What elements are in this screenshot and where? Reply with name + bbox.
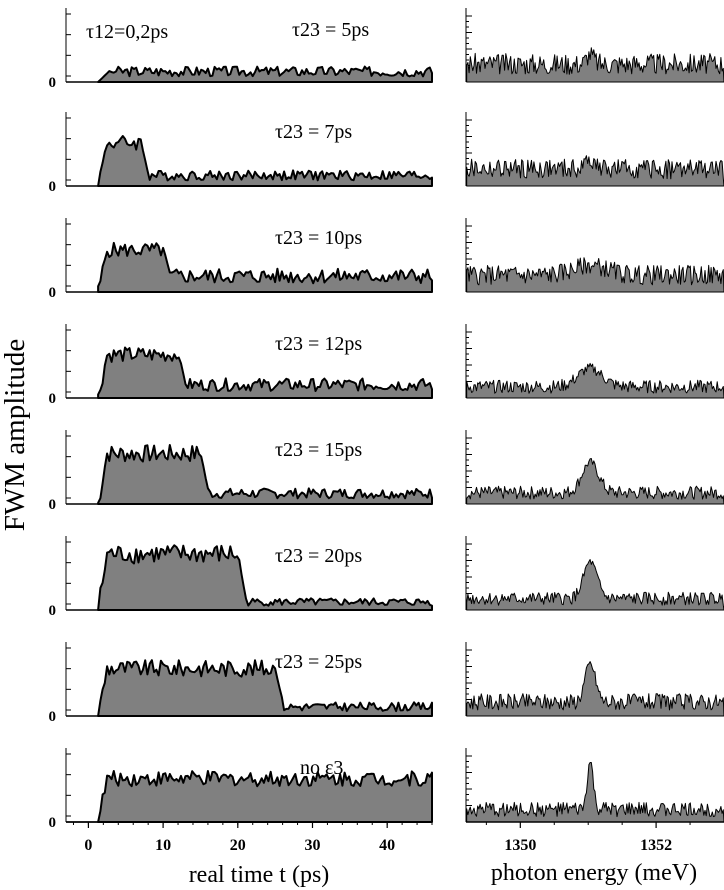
x-axes-group: 0 10 20 30 40 1350 1352 xyxy=(66,821,724,854)
spectrum-trace xyxy=(466,362,724,399)
panel-row-6: 0 τ23 = 20ps xyxy=(49,536,724,619)
time-trace xyxy=(97,135,433,187)
spectrum-trace xyxy=(466,762,724,823)
panel-row-3: 0 τ23 = 10ps xyxy=(49,218,724,301)
panel-row-2: 0 τ23 = 7ps xyxy=(49,112,724,195)
panel-label: τ23 = 7ps xyxy=(275,121,352,143)
time-trace xyxy=(97,65,433,83)
zero-label: 0 xyxy=(49,709,57,725)
zero-label: 0 xyxy=(49,391,57,407)
left-x-tick-label: 40 xyxy=(379,837,395,854)
spectrum-trace xyxy=(466,559,724,611)
left-x-axis-label: real time t (ps) xyxy=(189,862,330,888)
panel-label: τ23 = 15ps xyxy=(275,439,362,461)
zero-label: 0 xyxy=(49,179,57,195)
time-trace xyxy=(97,770,433,823)
time-trace xyxy=(97,346,433,399)
header-label: τ12=0,2ps xyxy=(86,21,168,43)
right-x-tick-label: 1350 xyxy=(504,837,536,854)
zero-label: 0 xyxy=(49,75,57,91)
right-x-axis-label: photon energy (meV) xyxy=(491,860,697,886)
spectrum-trace xyxy=(466,661,724,717)
spectrum-trace xyxy=(466,47,724,83)
panel-label: τ23 = 5ps xyxy=(292,19,369,41)
panel-label: τ23 = 10ps xyxy=(275,227,362,249)
spectrum-trace xyxy=(466,155,724,187)
time-trace xyxy=(97,544,433,611)
panel-row-7: 0 τ23 = 25ps xyxy=(49,642,724,725)
time-trace xyxy=(97,659,433,717)
panel-row-5: 0 τ23 = 15ps xyxy=(49,430,724,513)
right-x-tick-label: 1352 xyxy=(640,837,672,854)
panel-row-1: 0 τ23 = 5ps xyxy=(49,8,724,91)
panel-label: τ23 = 20ps xyxy=(275,545,362,567)
zero-label: 0 xyxy=(49,497,57,513)
left-x-tick-label: 30 xyxy=(304,837,320,854)
panel-label: τ23 = 25ps xyxy=(275,651,362,673)
panel-label: no ε3 xyxy=(300,757,343,779)
y-axis-label: FWM amplitude xyxy=(0,339,31,532)
time-trace xyxy=(97,241,433,293)
panel-row-8: 0 no ε3 xyxy=(49,748,724,831)
panels-group: 0 τ23 = 5ps 0 τ23 = 7ps 0 τ23 = 10ps 0 τ23 = 12… xyxy=(49,8,724,831)
spectrum-trace xyxy=(466,257,724,293)
zero-label: 0 xyxy=(49,603,57,619)
left-x-tick-label: 10 xyxy=(155,837,171,854)
zero-label: 0 xyxy=(49,815,57,831)
panel-label: τ23 = 12ps xyxy=(275,333,362,355)
spectrum-trace xyxy=(466,458,724,505)
left-x-tick-label: 20 xyxy=(230,837,246,854)
panel-row-4: 0 τ23 = 12ps xyxy=(49,324,724,407)
zero-label: 0 xyxy=(49,285,57,301)
left-x-tick-label: 0 xyxy=(84,837,92,854)
time-trace xyxy=(97,444,433,505)
